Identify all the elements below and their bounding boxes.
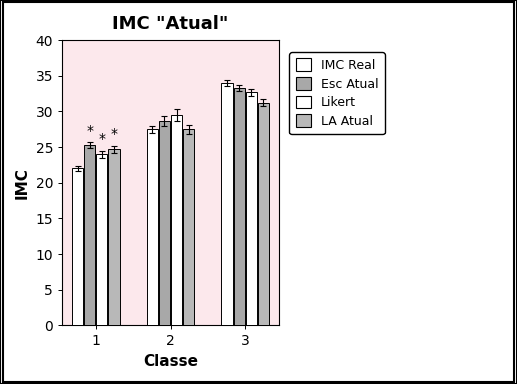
Bar xyxy=(84,145,95,325)
Bar xyxy=(183,129,194,325)
Bar xyxy=(234,88,245,325)
Bar xyxy=(147,129,158,325)
Bar xyxy=(72,169,83,325)
Bar xyxy=(159,121,170,325)
Bar xyxy=(171,115,182,325)
Y-axis label: IMC: IMC xyxy=(15,167,30,199)
Bar xyxy=(221,83,233,325)
Title: IMC "Atual": IMC "Atual" xyxy=(112,15,229,33)
Bar xyxy=(246,92,257,325)
Text: *: * xyxy=(86,124,93,138)
X-axis label: Classe: Classe xyxy=(143,354,198,369)
Bar xyxy=(109,149,119,325)
Text: *: * xyxy=(111,127,117,141)
Bar xyxy=(258,103,269,325)
Legend: IMC Real, Esc Atual, Likert, LA Atual: IMC Real, Esc Atual, Likert, LA Atual xyxy=(290,52,385,134)
Bar xyxy=(96,154,108,325)
Text: *: * xyxy=(98,132,105,146)
